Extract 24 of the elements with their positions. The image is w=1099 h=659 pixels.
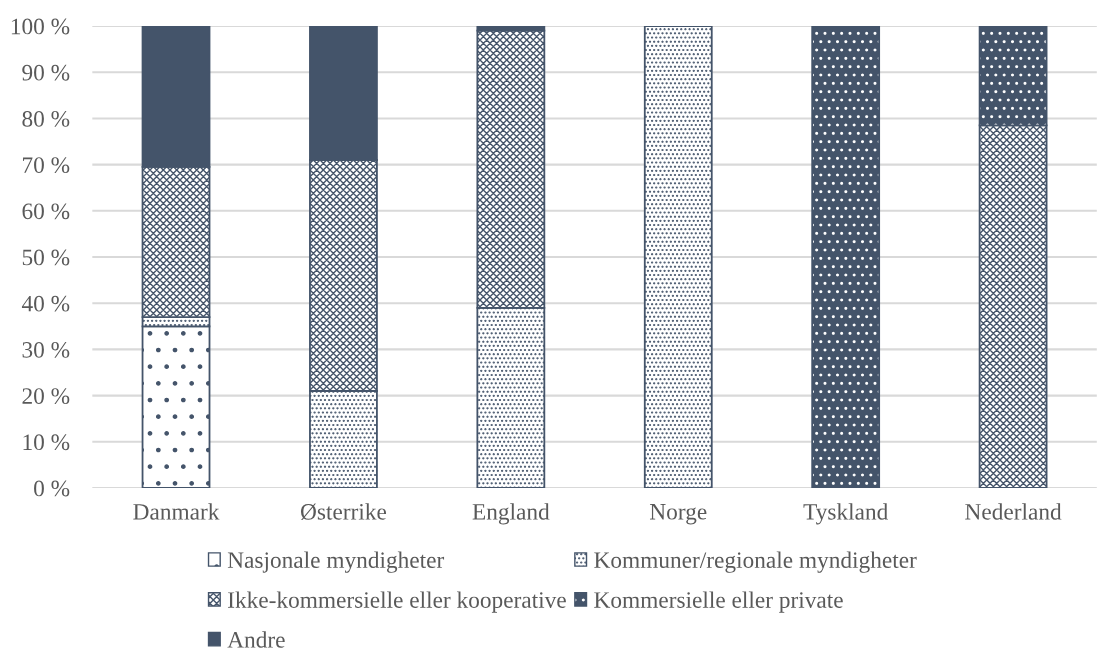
legend-label: Nasjonale myndigheter [227, 551, 445, 573]
legend-label: Kommuner/regionale myndigheter [594, 551, 917, 573]
legend-label: Kommersielle eller private [594, 591, 843, 613]
legend-label: Andre [227, 631, 285, 648]
x-tick-label: Tyskland [803, 503, 888, 525]
y-tick-label: 90 % [22, 64, 70, 81]
y-tick-label: 20 % [22, 388, 70, 404]
y-tick-label: 60 % [22, 203, 70, 220]
x-tick-label: Nederland [965, 503, 1062, 520]
bar [811, 26, 881, 488]
x-tick-label: Østerrike [300, 503, 387, 521]
y-tick-label: 0 % [34, 480, 70, 497]
y-tick-label: 40 % [21, 295, 70, 312]
y-tick-label: 10 % [23, 434, 70, 451]
x-tick-label: England [472, 503, 550, 525]
y-tick-label: 30 % [22, 341, 70, 358]
y-tick-label: 70 % [23, 157, 70, 174]
x-tick-label: Danmark [133, 503, 220, 520]
legend-label: Ikke-kommersielle eller kooperative [228, 591, 566, 613]
x-tick-label: Norge [649, 504, 707, 525]
bar [643, 26, 713, 488]
y-tick-label: 100 % [11, 18, 70, 35]
y-tick-label: 80 % [22, 111, 70, 127]
y-tick-label: 50 % [22, 249, 70, 266]
